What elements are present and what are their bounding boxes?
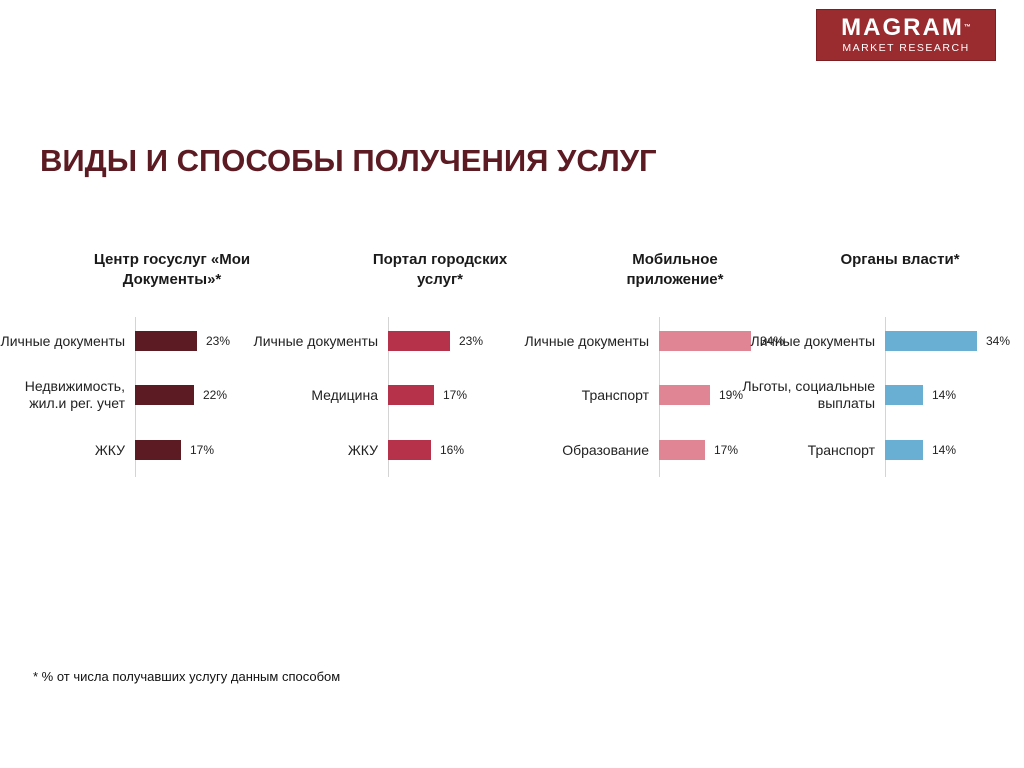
category-label: ЖКУ — [94, 442, 125, 458]
category-label: Льготы, социальные выплаты — [742, 378, 875, 411]
bar — [659, 440, 705, 460]
bar — [659, 385, 710, 405]
value-label: 23% — [206, 334, 231, 348]
bar — [885, 331, 977, 351]
bar — [388, 440, 431, 460]
category-label: Личные документы — [253, 333, 378, 349]
logo-tagline: MARKET RESEARCH — [842, 42, 970, 54]
bar — [135, 385, 194, 405]
bar — [885, 385, 923, 405]
category-label: Личные документы — [0, 333, 125, 349]
chart-title-2: Портал городских услуг* — [372, 251, 508, 288]
value-label: 17% — [714, 443, 739, 457]
chart-title-4: Органы власти* — [840, 251, 960, 268]
chart-title-3: Мобильное приложение* — [626, 251, 724, 288]
bar — [659, 331, 751, 351]
category-label: Транспорт — [581, 387, 649, 403]
category-label: Образование — [562, 442, 649, 458]
magram-logo: MAGRAM™ MARKET RESEARCH — [816, 9, 996, 61]
category-label: Медицина — [311, 387, 378, 403]
value-label: 22% — [203, 388, 228, 402]
value-label: 34% — [986, 334, 1011, 348]
logo-wordmark: MAGRAM — [841, 14, 964, 41]
bar — [388, 385, 434, 405]
bar — [885, 440, 923, 460]
bar — [135, 440, 181, 460]
value-label: 19% — [719, 388, 744, 402]
logo-trademark: ™ — [963, 24, 971, 31]
value-label: 14% — [932, 443, 957, 457]
value-label: 17% — [443, 388, 468, 402]
category-label: ЖКУ — [347, 442, 378, 458]
bar — [388, 331, 450, 351]
value-label: 17% — [190, 443, 215, 457]
category-label: Транспорт — [807, 442, 875, 458]
category-label: Личные документы — [750, 333, 875, 349]
value-label: 16% — [440, 443, 465, 457]
category-label: Недвижимость, жил.и рег. учет — [24, 378, 125, 411]
value-label: 23% — [459, 334, 484, 348]
value-label: 34% — [760, 334, 785, 348]
value-label: 14% — [932, 388, 957, 402]
chart-title-1: Центр госуслуг «Мои Документы»* — [93, 251, 251, 288]
bar — [135, 331, 197, 351]
page-title: ВИДЫ И СПОСОБЫ ПОЛУЧЕНИЯ УСЛУГ — [40, 143, 657, 178]
category-label: Личные документы — [524, 333, 649, 349]
footnote: * % от числа получавших услугу данным сп… — [33, 669, 341, 684]
